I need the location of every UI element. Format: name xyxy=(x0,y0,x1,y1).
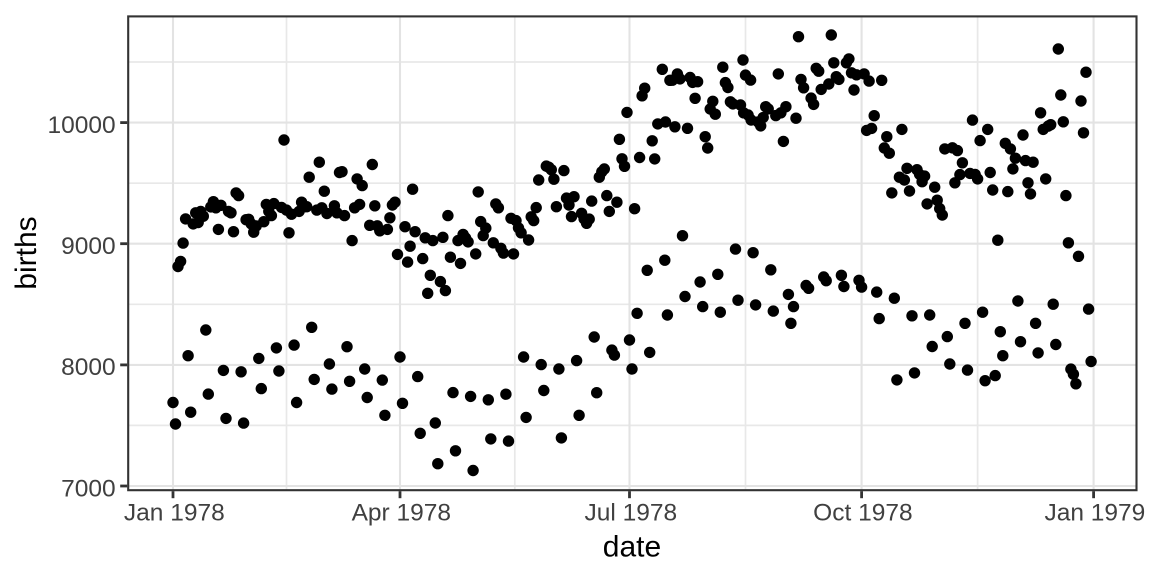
svg-text:7000: 7000 xyxy=(61,475,116,502)
svg-text:Oct 1978: Oct 1978 xyxy=(813,500,912,527)
svg-text:date: date xyxy=(603,531,661,564)
svg-text:Jan 1979: Jan 1979 xyxy=(1044,500,1145,527)
svg-text:Apr 1978: Apr 1978 xyxy=(352,500,451,527)
svg-text:10000: 10000 xyxy=(47,112,115,139)
svg-text:Jan 1978: Jan 1978 xyxy=(124,500,225,527)
svg-text:Jul 1978: Jul 1978 xyxy=(584,500,677,527)
svg-text:births: births xyxy=(10,216,43,289)
svg-text:8000: 8000 xyxy=(61,354,116,381)
svg-text:9000: 9000 xyxy=(61,233,116,260)
